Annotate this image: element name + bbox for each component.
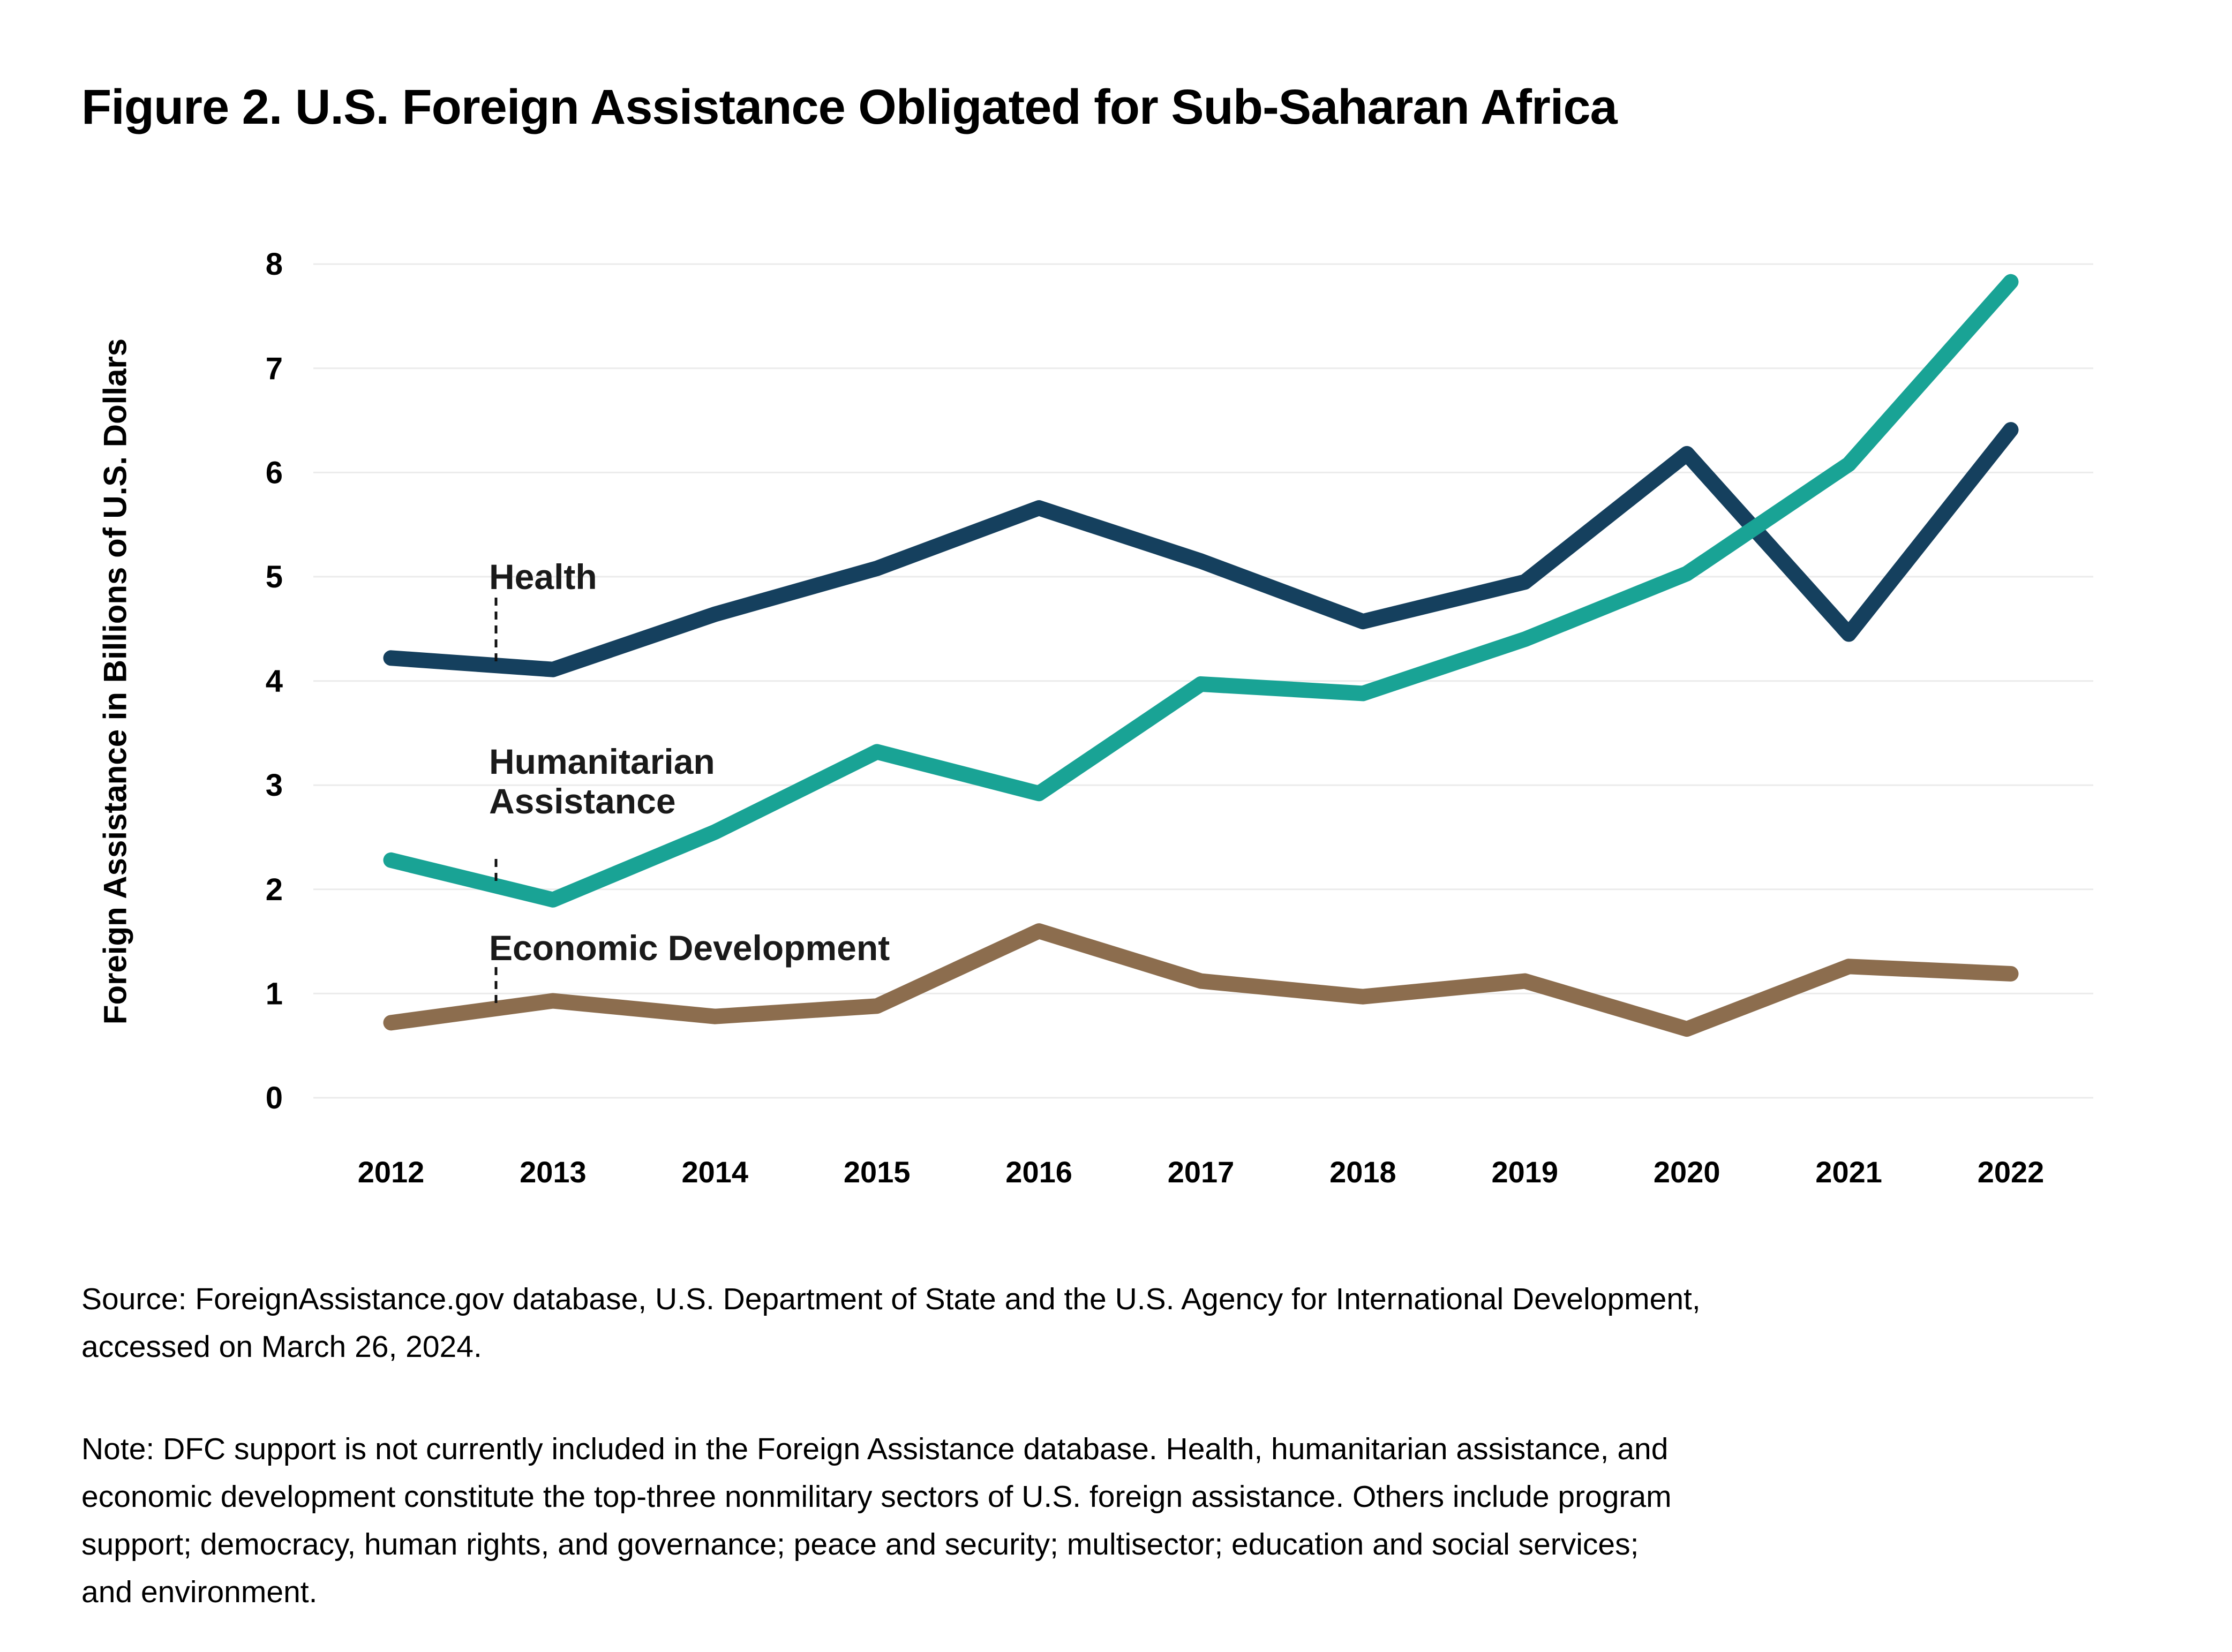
- series-line-humanitarian-assistance: [383, 274, 2019, 908]
- y-tick-label-1: 1: [266, 976, 283, 1011]
- series-label-economic-development: Economic Development: [489, 928, 890, 968]
- x-tick-label-2016: 2016: [1005, 1155, 1072, 1189]
- y-tick-label-8: 8: [266, 247, 283, 282]
- y-tick-label-0: 0: [266, 1081, 283, 1115]
- x-tick-label-2014: 2014: [682, 1155, 749, 1189]
- figure-title: Figure 2. U.S. Foreign Assistance Obliga…: [81, 80, 1618, 134]
- source-line: Source: ForeignAssistance.gov database, …: [81, 1282, 1701, 1316]
- y-tick-label-2: 2: [266, 872, 283, 907]
- series-line-health: [383, 422, 2019, 677]
- source-text: Source: ForeignAssistance.gov database, …: [81, 1276, 2170, 1371]
- y-tick-label-7: 7: [266, 351, 283, 386]
- source-line: accessed on March 26, 2024.: [81, 1330, 482, 1364]
- x-tick-label-2015: 2015: [844, 1155, 911, 1189]
- x-tick-label-2020: 2020: [1654, 1155, 1720, 1189]
- x-tick-label-2021: 2021: [1815, 1155, 1882, 1189]
- y-tick-label-4: 4: [266, 664, 283, 699]
- y-tick-label-6: 6: [266, 455, 283, 490]
- series-label-health: Health: [489, 557, 597, 597]
- series-label-humanitarian-assistance-line1: Humanitarian: [489, 742, 715, 781]
- x-tick-label-2013: 2013: [520, 1155, 587, 1189]
- note-line: Note: DFC support is not currently inclu…: [81, 1432, 1669, 1466]
- note-line: economic development constitute the top-…: [81, 1480, 1672, 1514]
- note-line: and environment.: [81, 1575, 318, 1609]
- series-label-humanitarian-assistance-line2: Assistance: [489, 781, 676, 821]
- x-tick-label-2019: 2019: [1492, 1155, 1559, 1189]
- series-line-economic-development: [383, 923, 2019, 1037]
- y-tick-label-5: 5: [266, 560, 283, 594]
- x-tick-label-2017: 2017: [1168, 1155, 1235, 1189]
- x-tick-label-2018: 2018: [1329, 1155, 1396, 1189]
- note-line: support; democracy, human rights, and go…: [81, 1527, 1639, 1562]
- note-text: Note: DFC support is not currently inclu…: [81, 1425, 2170, 1616]
- y-tick-label-3: 3: [266, 768, 283, 803]
- x-tick-label-2012: 2012: [358, 1155, 425, 1189]
- x-tick-label-2022: 2022: [1978, 1155, 2045, 1189]
